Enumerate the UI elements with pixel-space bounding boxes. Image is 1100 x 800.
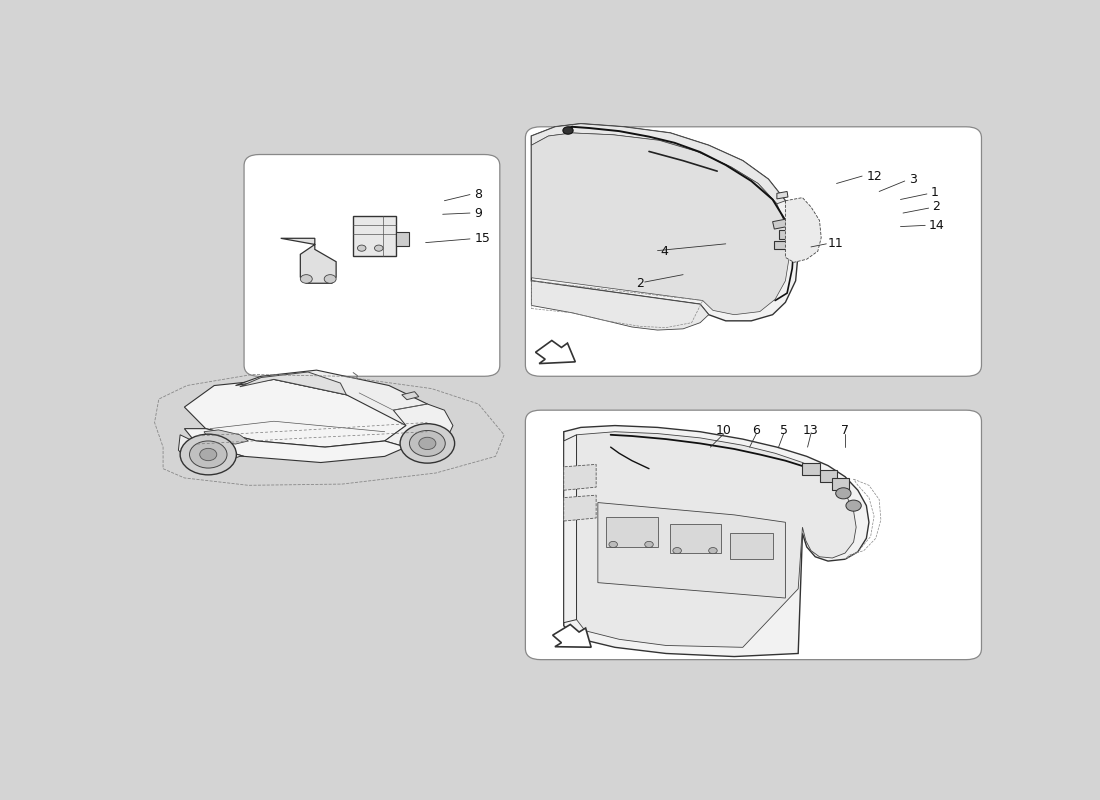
Polygon shape (772, 219, 788, 229)
Polygon shape (785, 198, 822, 262)
Text: 2: 2 (636, 278, 645, 290)
Text: 14: 14 (928, 219, 945, 232)
Text: 2: 2 (932, 200, 939, 214)
Circle shape (836, 488, 851, 499)
Circle shape (645, 542, 653, 547)
Polygon shape (598, 502, 785, 598)
Circle shape (324, 274, 337, 283)
Polygon shape (536, 341, 575, 363)
Circle shape (200, 448, 217, 461)
Text: 4: 4 (660, 245, 668, 258)
Polygon shape (531, 124, 785, 204)
Text: 13: 13 (803, 424, 818, 437)
Text: 1: 1 (931, 186, 938, 199)
Polygon shape (353, 215, 396, 255)
Polygon shape (833, 478, 849, 490)
FancyBboxPatch shape (526, 410, 981, 660)
Polygon shape (606, 518, 658, 547)
FancyBboxPatch shape (526, 126, 981, 376)
Circle shape (419, 438, 436, 450)
Polygon shape (396, 232, 408, 246)
FancyBboxPatch shape (244, 154, 499, 376)
Polygon shape (531, 133, 790, 314)
Circle shape (189, 441, 227, 468)
Polygon shape (185, 429, 406, 462)
Polygon shape (385, 404, 453, 447)
Polygon shape (552, 625, 591, 647)
Text: 9: 9 (474, 206, 482, 219)
Text: 15: 15 (474, 233, 491, 246)
Text: 10: 10 (716, 424, 732, 437)
Text: 8: 8 (474, 188, 482, 201)
Circle shape (400, 424, 454, 463)
Polygon shape (178, 435, 244, 466)
Polygon shape (820, 470, 837, 482)
Polygon shape (235, 370, 427, 426)
Text: 3: 3 (909, 173, 917, 186)
Circle shape (673, 547, 681, 554)
Circle shape (563, 126, 573, 134)
Circle shape (300, 274, 312, 283)
Text: 7: 7 (842, 424, 849, 437)
Polygon shape (402, 392, 419, 400)
Polygon shape (563, 464, 596, 490)
Polygon shape (563, 435, 576, 622)
Polygon shape (280, 238, 337, 283)
Circle shape (609, 542, 617, 547)
Polygon shape (779, 230, 792, 239)
Circle shape (708, 547, 717, 554)
Polygon shape (204, 430, 249, 444)
Polygon shape (670, 523, 722, 553)
Text: 12: 12 (867, 170, 882, 182)
Polygon shape (185, 379, 406, 447)
Circle shape (409, 430, 446, 456)
Polygon shape (730, 534, 772, 559)
Polygon shape (803, 462, 820, 475)
Circle shape (358, 245, 366, 251)
Polygon shape (531, 281, 708, 330)
Circle shape (374, 245, 383, 251)
Polygon shape (777, 191, 788, 199)
Text: 6: 6 (752, 424, 760, 437)
Polygon shape (563, 495, 596, 521)
Polygon shape (576, 432, 856, 647)
Text: 11: 11 (828, 238, 844, 250)
Circle shape (846, 500, 861, 511)
Text: 5: 5 (780, 424, 788, 437)
Polygon shape (531, 124, 799, 321)
Circle shape (180, 434, 236, 475)
Polygon shape (563, 426, 869, 657)
Polygon shape (774, 241, 788, 250)
Polygon shape (240, 372, 346, 394)
